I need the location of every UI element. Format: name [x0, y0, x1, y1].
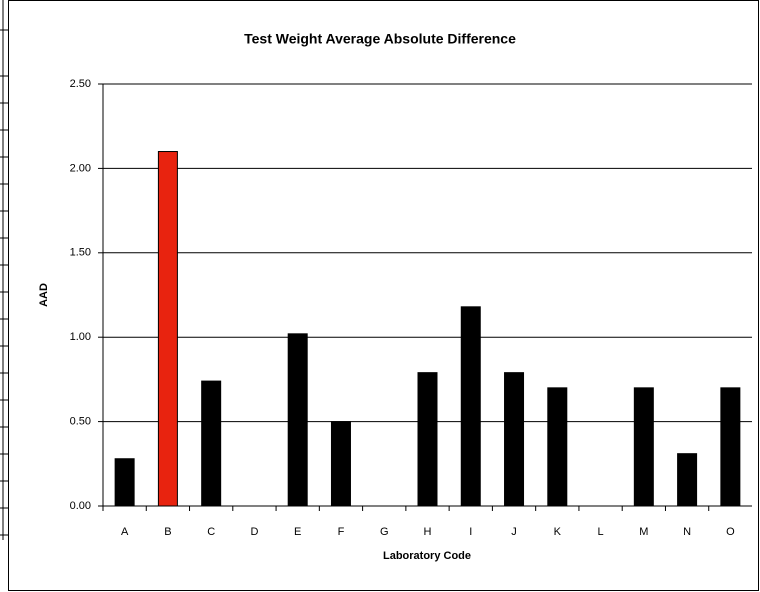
bar: [677, 453, 698, 507]
x-tick-label: L: [598, 526, 604, 538]
bar: [287, 333, 308, 507]
y-axis-title: AAD: [38, 283, 50, 307]
x-tick-label: B: [164, 526, 171, 538]
x-tick-label: J: [511, 526, 517, 538]
x-tick-label: A: [121, 526, 129, 538]
y-tick-label: 2.50: [70, 78, 91, 90]
x-tick-label: G: [380, 526, 389, 538]
x-tick-label: N: [683, 526, 691, 538]
y-tick-label: 1.50: [70, 247, 91, 259]
chart-title: Test Weight Average Absolute Difference: [244, 31, 516, 47]
bar: [201, 380, 222, 507]
bar: [114, 458, 135, 507]
bar: [547, 387, 568, 507]
x-tick-label: C: [207, 526, 215, 538]
bar: [157, 151, 178, 507]
x-tick-label: F: [338, 526, 345, 538]
y-tick-label: 0.00: [70, 500, 91, 512]
x-tick-label: H: [424, 526, 432, 538]
y-tick-label: 0.50: [70, 416, 91, 428]
x-tick-label: K: [554, 526, 562, 538]
bar: [330, 421, 351, 507]
bar: [460, 306, 481, 507]
bar: [720, 387, 741, 507]
x-tick-label: D: [250, 526, 258, 538]
bar: [504, 372, 525, 507]
x-tick-label: O: [726, 526, 735, 538]
bar: [633, 387, 654, 507]
y-tick-label: 2.00: [70, 162, 91, 174]
x-tick-label: E: [294, 526, 301, 538]
y-tick-label: 1.00: [70, 331, 91, 343]
x-tick-label: I: [469, 526, 472, 538]
x-axis-title: Laboratory Code: [383, 550, 471, 562]
x-tick-label: M: [639, 526, 648, 538]
bar: [417, 372, 438, 507]
left-edge: [0, 0, 8, 540]
